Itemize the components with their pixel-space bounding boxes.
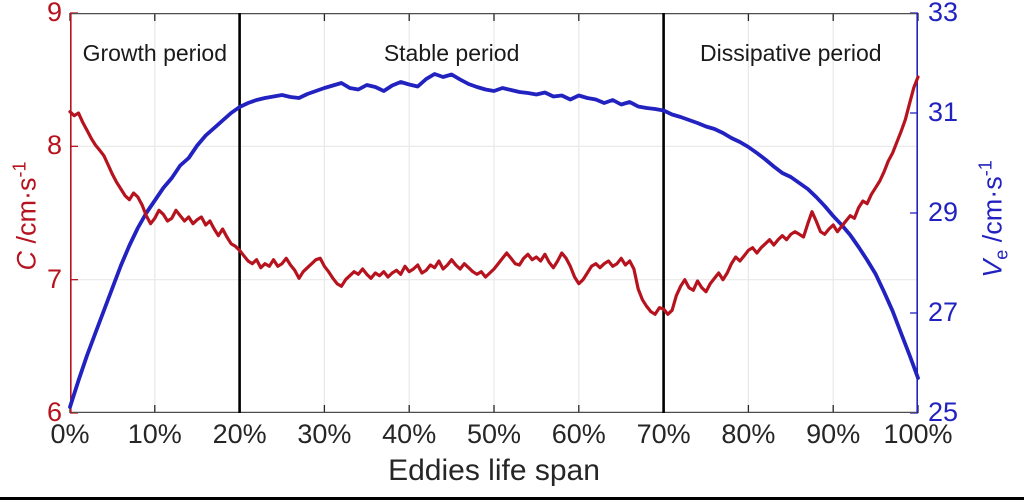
series-C-curve [68,75,920,316]
x-tick-label: 30% [297,419,352,449]
x-tick-label: 90% [806,419,861,449]
left-axis-exponent: -1 [9,161,30,178]
left-tick-label: 6 [46,397,62,428]
right-tick-label: 25 [928,397,959,428]
plot-area [68,12,920,414]
left-axis-symbol: C [11,251,42,271]
window-bottom-border [0,497,1024,500]
right-axis-symbol: V [977,259,1008,278]
x-tick-label: 70% [636,419,691,449]
left-axis-title: C /cm·s-1 [10,161,43,270]
series-Ve-curve [68,72,920,409]
right-axis-subscript: e [991,249,1012,260]
right-tick-label: 33 [928,0,959,28]
right-tick-label: 27 [928,297,959,328]
right-tick-label: 31 [928,97,959,128]
period-label: Dissipative period [700,40,882,66]
x-tick-label: 10% [127,419,182,449]
x-tick-label: 60% [551,419,606,449]
x-tick-label: 0% [50,419,90,449]
x-tick-label: 80% [721,419,776,449]
right-axis-title: Ve /cm·s-1 [975,160,1012,278]
x-axis-title: Eddies life span [388,454,600,487]
period-label: Growth period [82,40,228,66]
x-tick-label: 20% [212,419,267,449]
period-label: Stable period [383,40,520,66]
right-tick-label: 29 [928,197,959,228]
left-tick-label: 8 [46,130,62,161]
left-tick-label: 7 [46,263,62,294]
x-tick-label: 40% [382,419,437,449]
right-axis-unit: /cm·s [977,176,1008,250]
left-tick-label: 9 [46,0,62,28]
x-tick-label: 50% [466,419,522,449]
x-tick-label: 100% [883,419,953,449]
right-axis-exponent: -1 [975,160,996,177]
left-axis-unit: /cm·s [11,177,42,252]
